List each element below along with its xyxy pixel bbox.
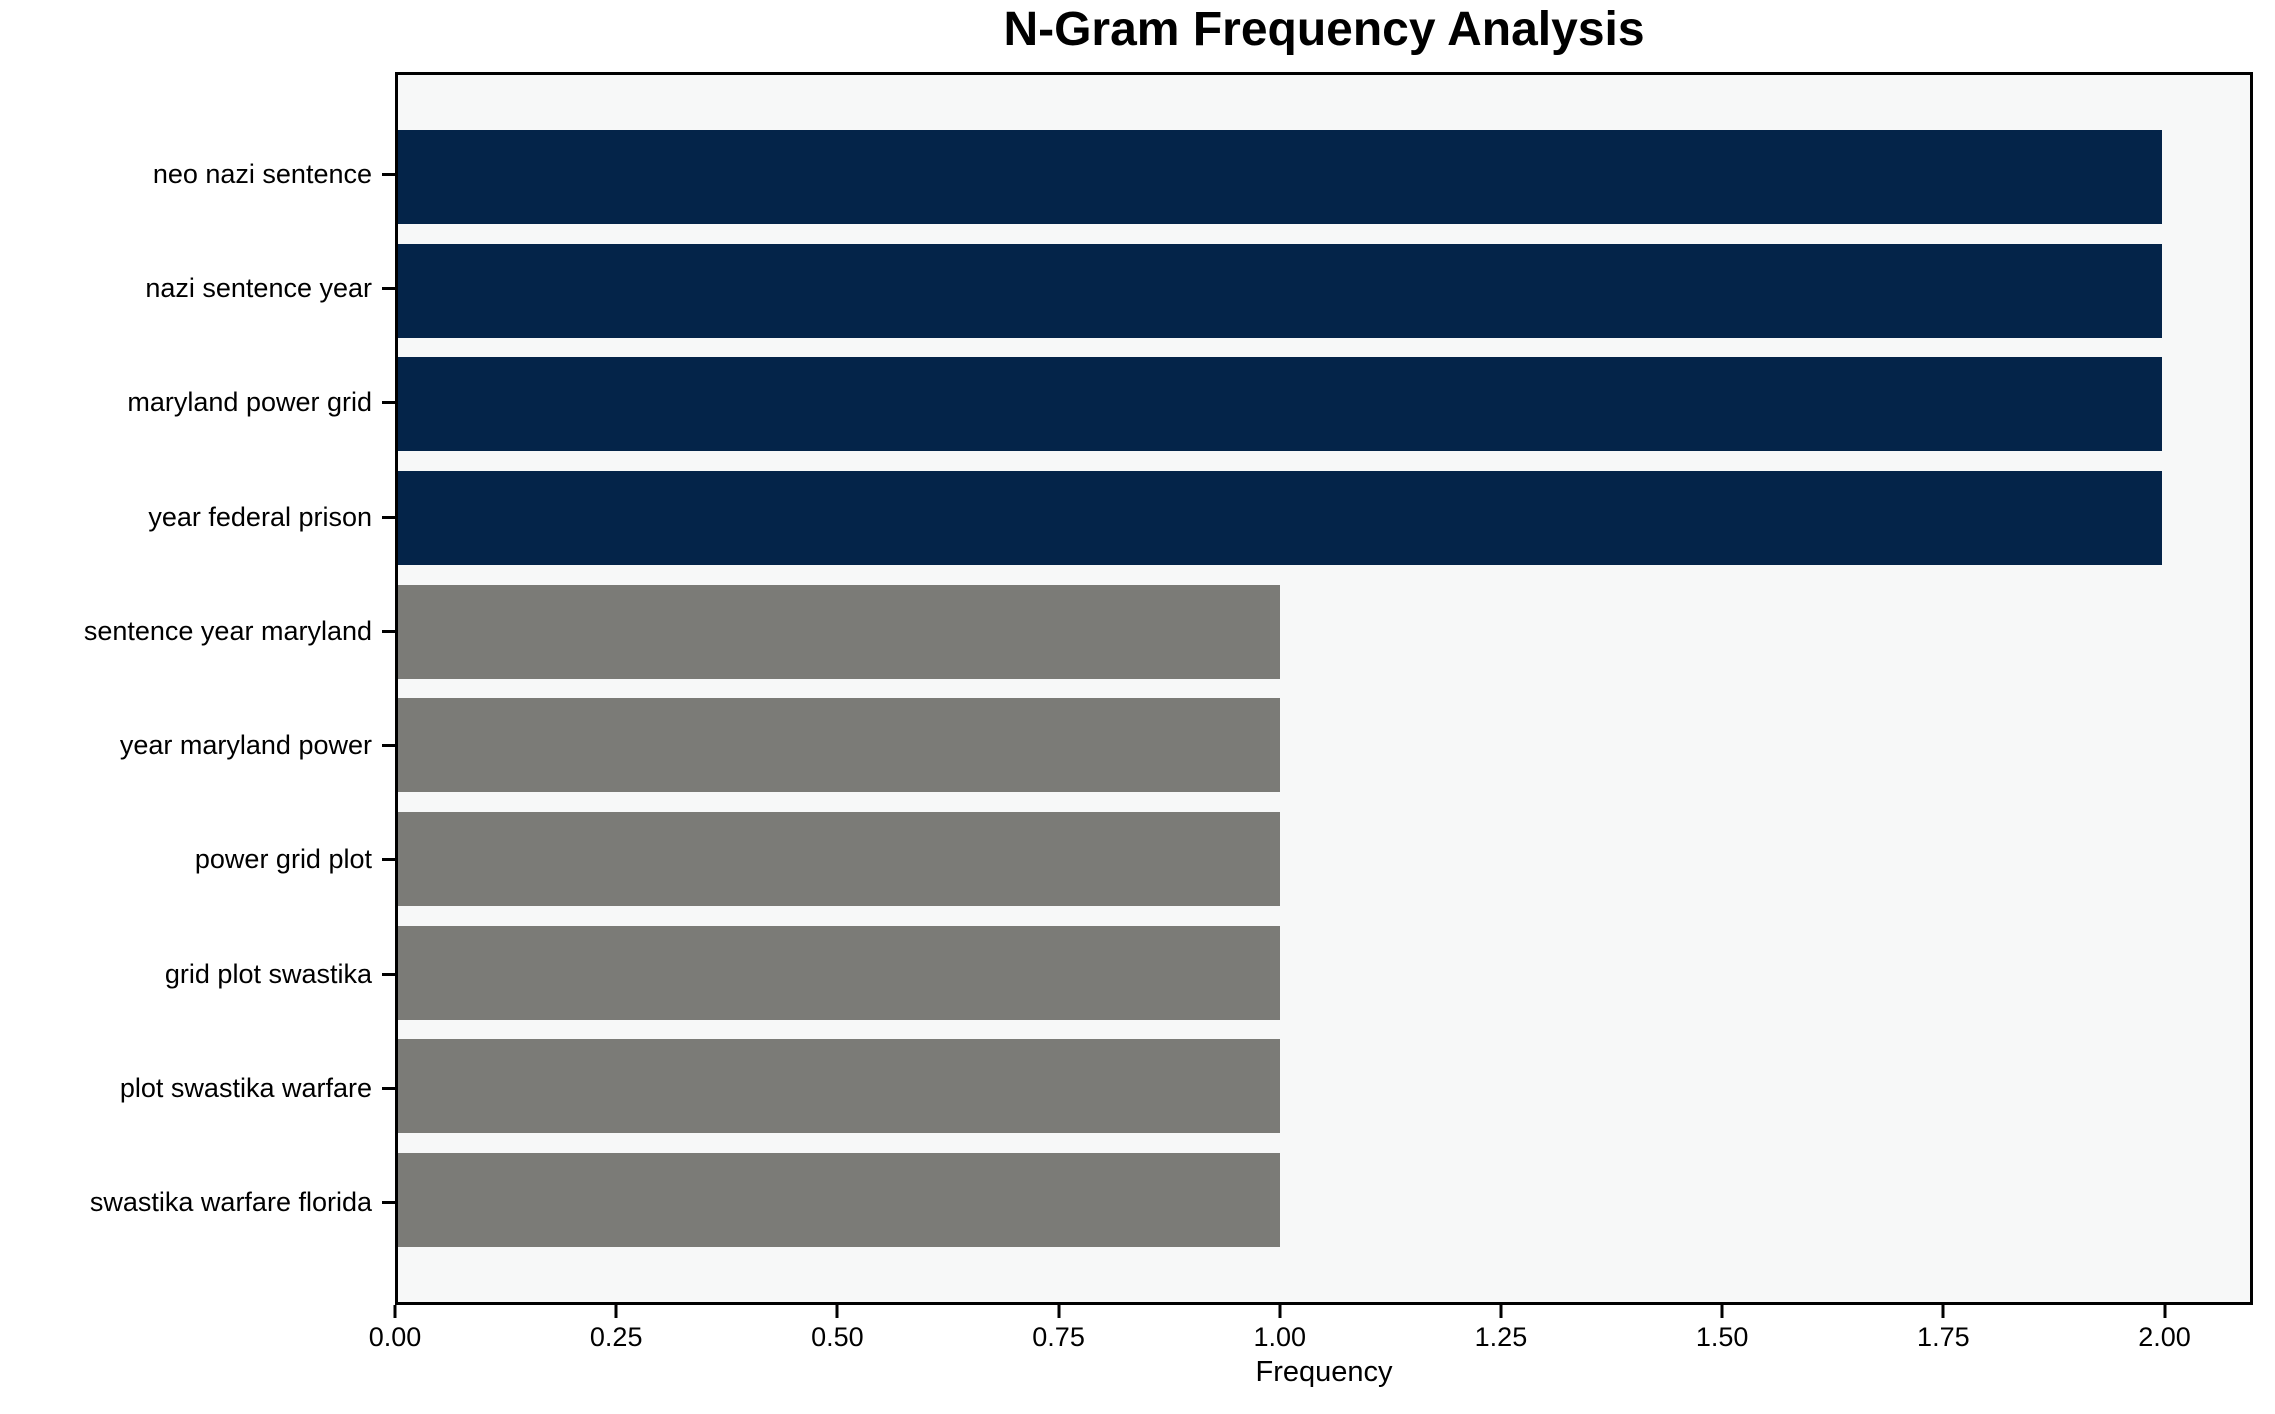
y-axis: neo nazi sentence nazi sentence year maryl… xyxy=(0,72,395,1305)
bar-row xyxy=(398,129,2250,224)
y-tick-label: year maryland power xyxy=(119,730,372,761)
x-tick-mark xyxy=(1720,1305,1724,1318)
y-tick-label: neo nazi sentence xyxy=(152,158,372,189)
x-tick-mark xyxy=(614,1305,618,1318)
bar-row xyxy=(398,1039,2250,1134)
y-tick-label: grid plot swastika xyxy=(164,958,372,989)
bar xyxy=(398,470,2162,565)
y-tick-mark xyxy=(382,744,395,748)
y-tick-mark xyxy=(382,401,395,405)
x-tick-label: 1.75 xyxy=(1917,1322,1970,1352)
x-tick-label: 1.25 xyxy=(1474,1322,1528,1352)
chart-title: N-Gram Frequency Analysis xyxy=(1003,3,1645,56)
y-tick-row: year maryland power xyxy=(0,699,395,793)
bar-row xyxy=(398,470,2250,565)
y-tick-row: plot swastika warfare xyxy=(0,1042,395,1136)
x-tick-mark xyxy=(1499,1305,1503,1318)
y-tick-row: swastika warfare florida xyxy=(0,1156,395,1250)
y-tick-label: power grid plot xyxy=(194,844,372,875)
x-tick-mark xyxy=(393,1305,397,1318)
bar xyxy=(398,1039,1280,1134)
y-tick-row: neo nazi sentence xyxy=(0,127,395,221)
bar-row xyxy=(398,698,2250,793)
y-tick-label: year federal prison xyxy=(148,501,372,532)
y-tick-label: maryland power grid xyxy=(127,387,372,418)
x-tick-label: 0.75 xyxy=(1032,1322,1085,1352)
plot-area xyxy=(395,72,2253,1305)
bar xyxy=(398,357,2162,452)
y-tick-mark xyxy=(382,972,395,976)
bar xyxy=(398,243,2162,338)
y-tick-label: swastika warfare florida xyxy=(89,1187,372,1218)
y-tick-row: sentence year maryland xyxy=(0,584,395,678)
x-tick-mark xyxy=(835,1305,839,1318)
x-tick-label: 2.00 xyxy=(2138,1322,2191,1352)
bar-series xyxy=(398,75,2250,1302)
bar xyxy=(398,698,1280,793)
x-tick-label: 0.25 xyxy=(589,1322,643,1352)
y-tick-label: sentence year maryland xyxy=(83,615,372,646)
y-tick-row: maryland power grid xyxy=(0,356,395,450)
y-tick-mark xyxy=(382,1087,395,1091)
bar-row xyxy=(398,1153,2250,1248)
y-tick-mark xyxy=(382,629,395,633)
y-tick-mark xyxy=(382,172,395,176)
x-tick-mark xyxy=(1057,1305,1061,1318)
y-tick-row: year federal prison xyxy=(0,470,395,564)
x-tick-label: 0.50 xyxy=(811,1322,864,1352)
bar xyxy=(398,129,2162,224)
bar-row xyxy=(398,584,2250,679)
y-tick-mark xyxy=(382,1201,395,1205)
x-tick-mark xyxy=(1278,1305,1282,1318)
bar-row xyxy=(398,357,2250,452)
y-tick-row: power grid plot xyxy=(0,813,395,907)
x-axis: 0.00 0.25 0.50 0.75 1.00 1.25 1.50 1.75 2.00 xyxy=(369,1305,2253,1365)
x-tick-label: 1.50 xyxy=(1695,1322,1749,1352)
y-tick-label: nazi sentence year xyxy=(145,272,372,303)
bar-row xyxy=(398,243,2250,338)
x-axis-title: Frequency xyxy=(1255,1356,1393,1388)
x-tick-mark xyxy=(2163,1305,2167,1318)
bar-row xyxy=(398,811,2250,906)
y-tick-label: plot swastika warfare xyxy=(119,1073,372,1104)
y-tick-row: grid plot swastika xyxy=(0,927,395,1021)
bar xyxy=(398,1153,1280,1248)
y-tick-mark xyxy=(382,286,395,290)
bar xyxy=(398,584,1280,679)
y-tick-row: nazi sentence year xyxy=(0,241,395,335)
bar-row xyxy=(398,925,2250,1020)
bar xyxy=(398,811,1280,906)
x-tick-label: 1.00 xyxy=(1253,1322,1307,1352)
bar xyxy=(398,925,1280,1020)
x-tick-mark xyxy=(1941,1305,1945,1318)
y-tick-mark xyxy=(382,515,395,519)
x-tick-label: 0.00 xyxy=(368,1322,422,1352)
y-tick-mark xyxy=(382,858,395,862)
